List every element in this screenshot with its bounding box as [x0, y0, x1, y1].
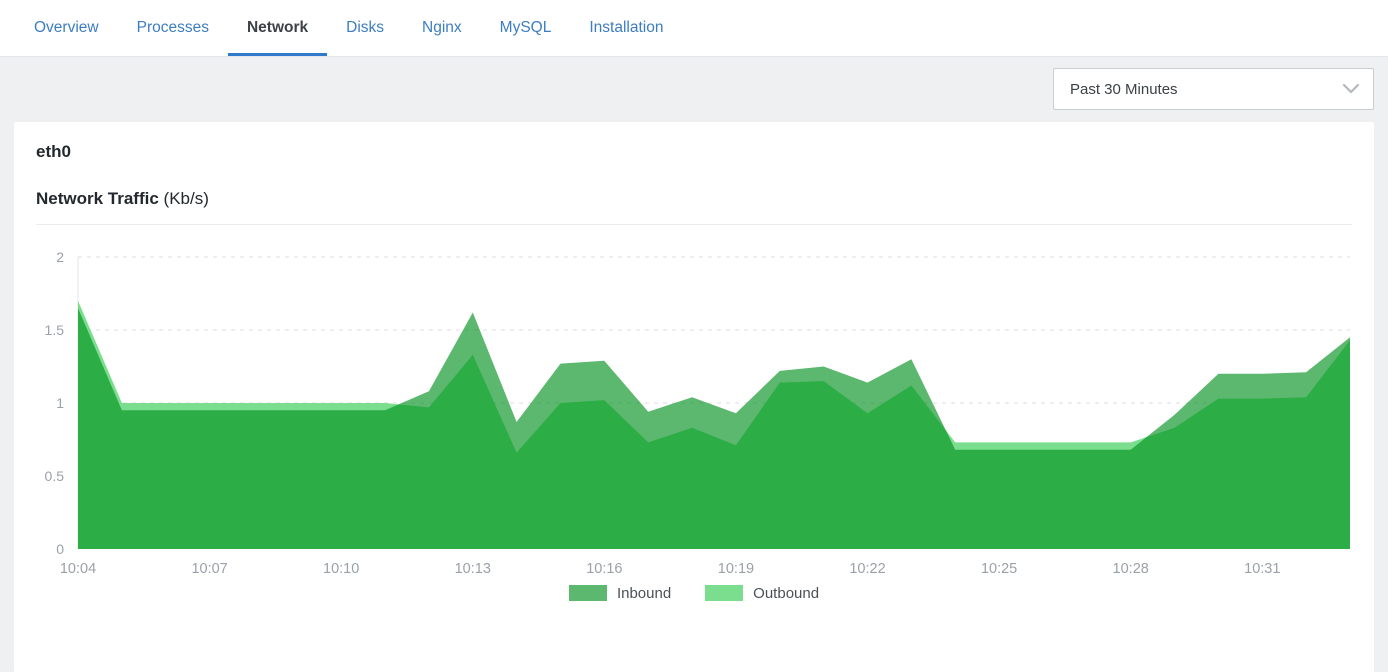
chart-title: Network Traffic (Kb/s) [36, 188, 1352, 210]
svg-text:10:25: 10:25 [981, 561, 1017, 577]
inbound-label: Inbound [616, 584, 672, 602]
svg-text:2: 2 [56, 249, 64, 265]
chart-title-text: Network Traffic [36, 189, 159, 208]
time-range-value: Past 30 Minutes [1070, 80, 1178, 98]
network-panel: eth0 Network Traffic (Kb/s) 0 0.5 1 1.5 2 10:… [14, 122, 1374, 672]
svg-text:10:04: 10:04 [60, 561, 96, 577]
svg-text:10:28: 10:28 [1113, 561, 1149, 577]
tab-bar: Overview Processes Network Disks Nginx M… [0, 0, 1388, 57]
svg-text:1.5: 1.5 [45, 322, 65, 338]
tab-disks[interactable]: Disks [346, 19, 385, 36]
tab-nginx[interactable]: Nginx [422, 19, 462, 36]
svg-text:10:16: 10:16 [586, 561, 622, 577]
svg-text:0: 0 [56, 541, 64, 557]
chart-legend: Inbound Outbound [36, 583, 1352, 603]
chevron-down-icon [1342, 83, 1360, 95]
svg-text:10:13: 10:13 [455, 561, 491, 577]
tab-installation[interactable]: Installation [589, 19, 664, 36]
svg-text:10:22: 10:22 [849, 561, 885, 577]
traffic-chart: 0 0.5 1 1.5 2 10:04 10:07 10:10 10:13 10:16 10:19 1… [45, 249, 1350, 577]
svg-text:0.5: 0.5 [45, 468, 65, 484]
inbound-swatch [568, 585, 607, 601]
tab-processes[interactable]: Processes [136, 19, 209, 36]
svg-text:10:31: 10:31 [1244, 561, 1280, 577]
legend-item-outbound[interactable]: Outbound [705, 585, 819, 602]
tab-overview[interactable]: Overview [34, 19, 99, 36]
divider [36, 224, 1352, 225]
svg-text:10:19: 10:19 [718, 561, 754, 577]
interface-title: eth0 [36, 142, 71, 161]
time-range-select[interactable]: Past 30 Minutes [1053, 68, 1374, 110]
content-area: eth0 Network Traffic (Kb/s) 0 0.5 1 1.5 2 10:… [0, 122, 1388, 672]
outbound-swatch [705, 585, 744, 601]
legend-item-inbound[interactable]: Inbound [568, 584, 672, 602]
outbound-label: Outbound [753, 584, 820, 602]
svg-text:10:07: 10:07 [191, 561, 227, 577]
toolbar: Past 30 Minutes [0, 57, 1388, 122]
chart-title-unit: (Kb/s) [163, 189, 209, 208]
svg-text:1: 1 [56, 395, 64, 411]
svg-text:10:10: 10:10 [323, 561, 359, 577]
tab-network[interactable]: Network [227, 0, 328, 56]
tab-mysql[interactable]: MySQL [499, 19, 552, 36]
chart-area: 0 0.5 1 1.5 2 10:04 10:07 10:10 10:13 10:16 10:19 1… [36, 225, 1352, 577]
